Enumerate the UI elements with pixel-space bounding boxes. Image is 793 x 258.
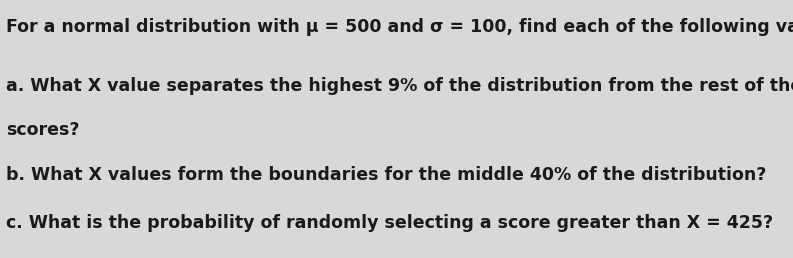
Text: scores?: scores?	[6, 121, 80, 139]
Text: b. What X values form the boundaries for the middle 40% of the distribution?: b. What X values form the boundaries for…	[6, 166, 767, 184]
Text: c. What is the probability of randomly selecting a score greater than X = 425?: c. What is the probability of randomly s…	[6, 214, 773, 232]
Text: a. What X value separates the highest 9% of the distribution from the rest of th: a. What X value separates the highest 9%…	[6, 77, 793, 95]
Text: For a normal distribution with μ = 500 and σ = 100, find each of the following v: For a normal distribution with μ = 500 a…	[6, 18, 793, 36]
